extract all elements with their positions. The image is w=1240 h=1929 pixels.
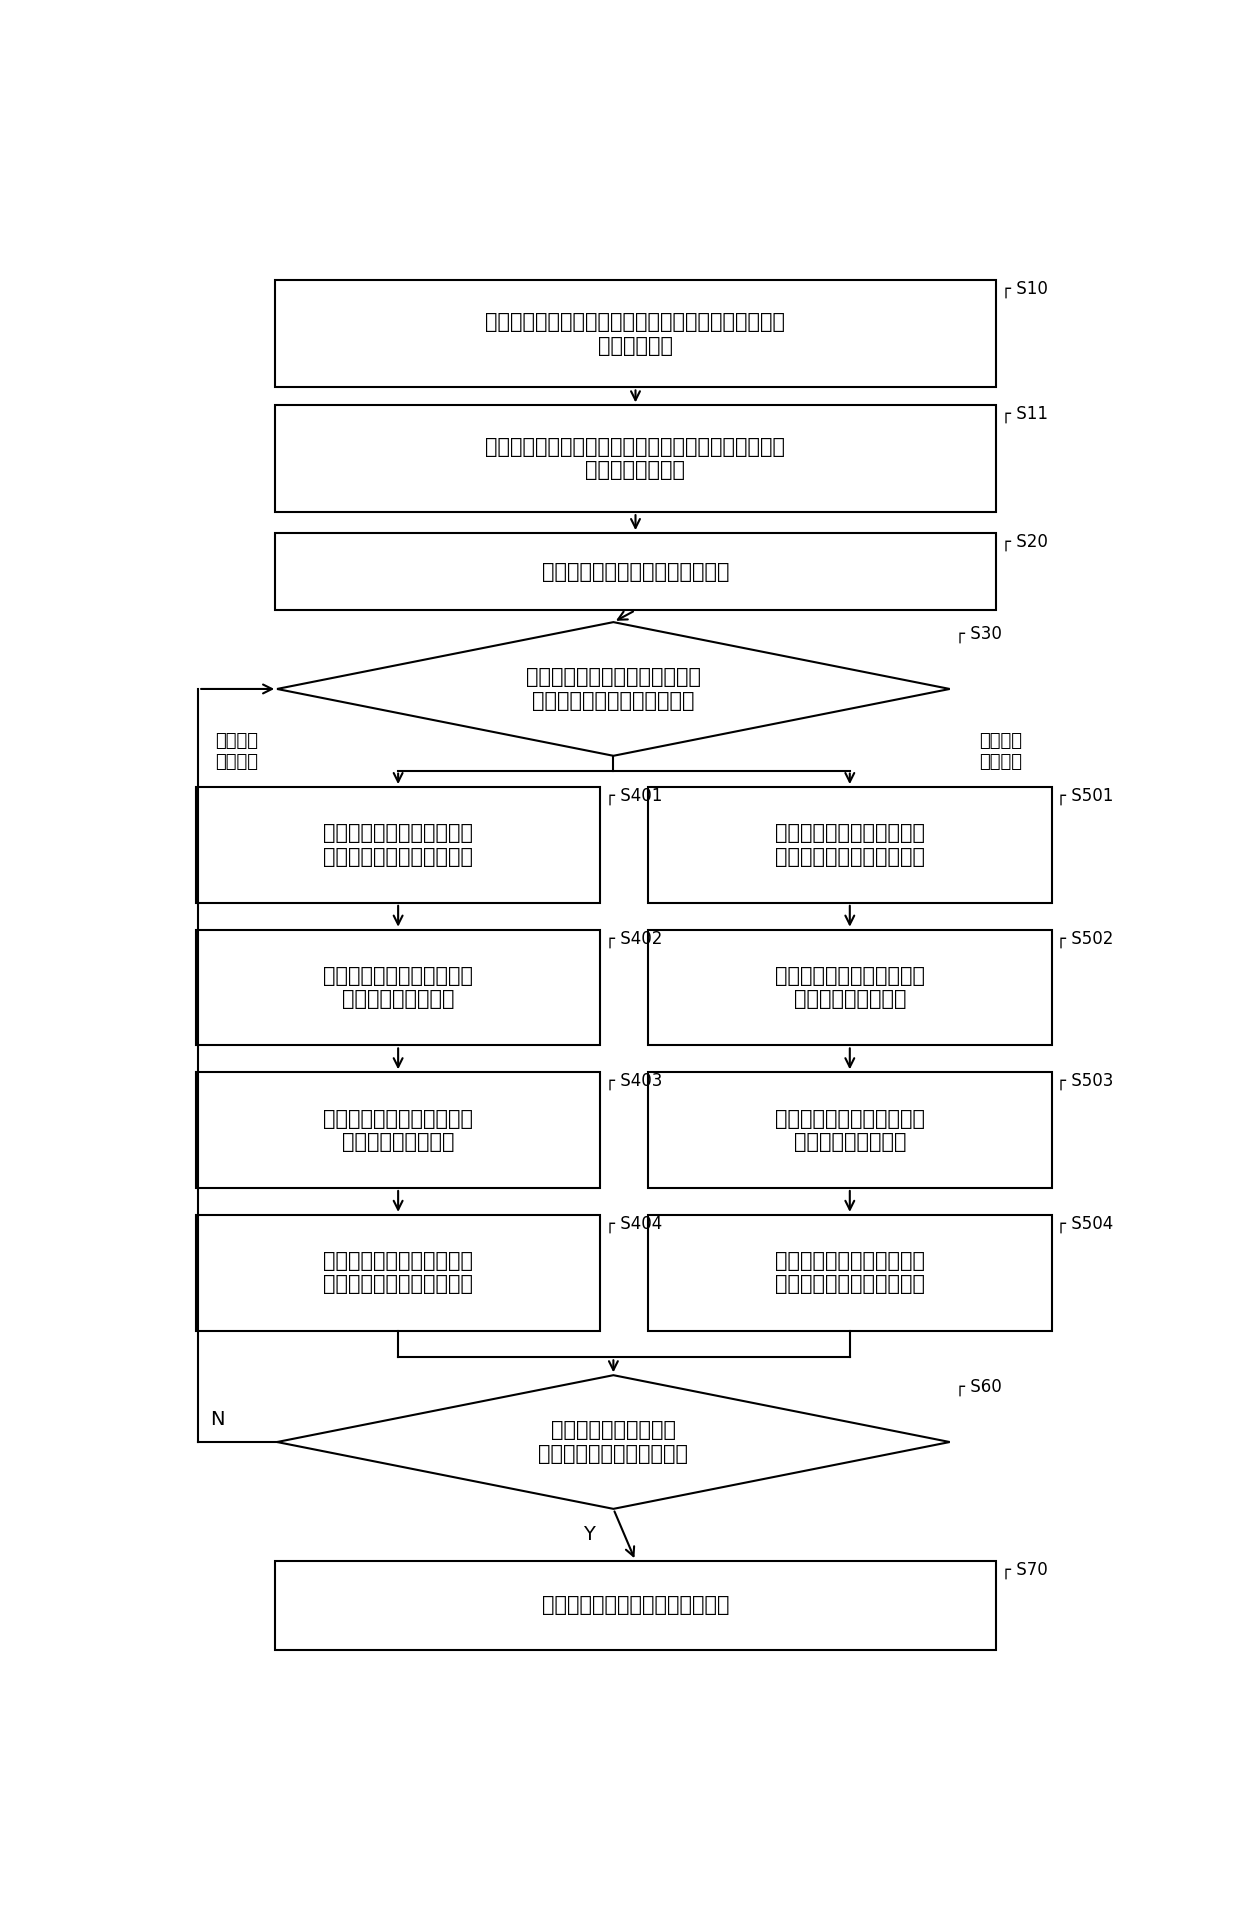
Text: 向放电电路发送导通信号，
并向充电电路发送断开信号: 向放电电路发送导通信号， 并向充电电路发送断开信号 <box>324 824 474 866</box>
FancyBboxPatch shape <box>275 280 996 388</box>
Polygon shape <box>277 1375 950 1508</box>
Text: ┌ S70: ┌ S70 <box>1001 1561 1048 1578</box>
FancyBboxPatch shape <box>275 405 996 513</box>
Text: 判断电池电量是否高于第一预设
电量或低于所述第二预设电量: 判断电池电量是否高于第一预设 电量或低于所述第二预设电量 <box>526 667 701 710</box>
Text: ┌ S11: ┌ S11 <box>1001 405 1048 422</box>
FancyBboxPatch shape <box>275 1561 996 1649</box>
Text: 第一电压转换电路将第一电压转换成第二电压，为电路
提供第一电源: 第一电压转换电路将第一电压转换成第二电压，为电路 提供第一电源 <box>486 312 785 355</box>
Text: Y: Y <box>584 1526 595 1545</box>
Text: ┌ S404: ┌ S404 <box>605 1215 662 1233</box>
FancyBboxPatch shape <box>649 787 1052 903</box>
Text: 对所述电池进行放电，直到
电池电量低于第二预设电量: 对所述电池进行放电，直到 电池电量低于第二预设电量 <box>324 1252 474 1294</box>
FancyBboxPatch shape <box>649 1215 1052 1331</box>
Text: ┌ S501: ┌ S501 <box>1056 787 1114 804</box>
Text: 则停止对所述电池进行充电和放电: 则停止对所述电池进行充电和放电 <box>542 1595 729 1615</box>
Text: ┌ S60: ┌ S60 <box>955 1377 1002 1397</box>
Text: N: N <box>210 1410 224 1429</box>
FancyBboxPatch shape <box>649 1073 1052 1188</box>
Text: ┌ S10: ┌ S10 <box>1001 280 1048 299</box>
Text: 在控制器中预先设置预设测试次数: 在控制器中预先设置预设测试次数 <box>542 561 729 583</box>
Text: 放电电路根据接收到的断开
信号，断开放电电路: 放电电路根据接收到的断开 信号，断开放电电路 <box>775 966 925 1009</box>
Text: 充电电路根据接收到的断开
信号，断开充电电路: 充电电路根据接收到的断开 信号，断开充电电路 <box>324 1109 474 1152</box>
Text: ┌ S30: ┌ S30 <box>955 625 1002 642</box>
Text: 第二电压转换电路将所述第二电压转换成第三电压，为
电路提供第二电源: 第二电压转换电路将所述第二电压转换成第三电压，为 电路提供第二电源 <box>486 438 785 480</box>
FancyBboxPatch shape <box>196 1215 600 1331</box>
Text: ┌ S502: ┌ S502 <box>1056 930 1114 947</box>
FancyBboxPatch shape <box>196 930 600 1046</box>
Text: 放电电路根据接收到的导通
信号，导通放电电路: 放电电路根据接收到的导通 信号，导通放电电路 <box>324 966 474 1009</box>
Text: 高于第一
预设电量: 高于第一 预设电量 <box>216 731 258 772</box>
Text: ┌ S504: ┌ S504 <box>1056 1215 1114 1233</box>
FancyBboxPatch shape <box>196 1073 600 1188</box>
Text: 向放电电路发送断开信号，
并向充电电路发送导通信号: 向放电电路发送断开信号， 并向充电电路发送导通信号 <box>775 824 925 866</box>
Text: ┌ S401: ┌ S401 <box>605 787 662 804</box>
Text: ┌ S20: ┌ S20 <box>1001 532 1048 552</box>
Text: ┌ S403: ┌ S403 <box>605 1073 662 1090</box>
Text: ┌ S503: ┌ S503 <box>1056 1073 1114 1090</box>
Text: 记录并判断充放电测试
次数是否达到预设测试次数: 记录并判断充放电测试 次数是否达到预设测试次数 <box>538 1420 688 1464</box>
FancyBboxPatch shape <box>196 787 600 903</box>
Polygon shape <box>277 623 950 756</box>
FancyBboxPatch shape <box>275 532 996 610</box>
Text: ┌ S402: ┌ S402 <box>605 930 662 947</box>
FancyBboxPatch shape <box>649 930 1052 1046</box>
Text: 低于第二
预设电量: 低于第二 预设电量 <box>980 731 1022 772</box>
Text: 对所述电池进行充电，直到
电池电量高于第一预设电量: 对所述电池进行充电，直到 电池电量高于第一预设电量 <box>775 1252 925 1294</box>
Text: 充电电路根据接收到的导通
信号，导通充电电路: 充电电路根据接收到的导通 信号，导通充电电路 <box>775 1109 925 1152</box>
